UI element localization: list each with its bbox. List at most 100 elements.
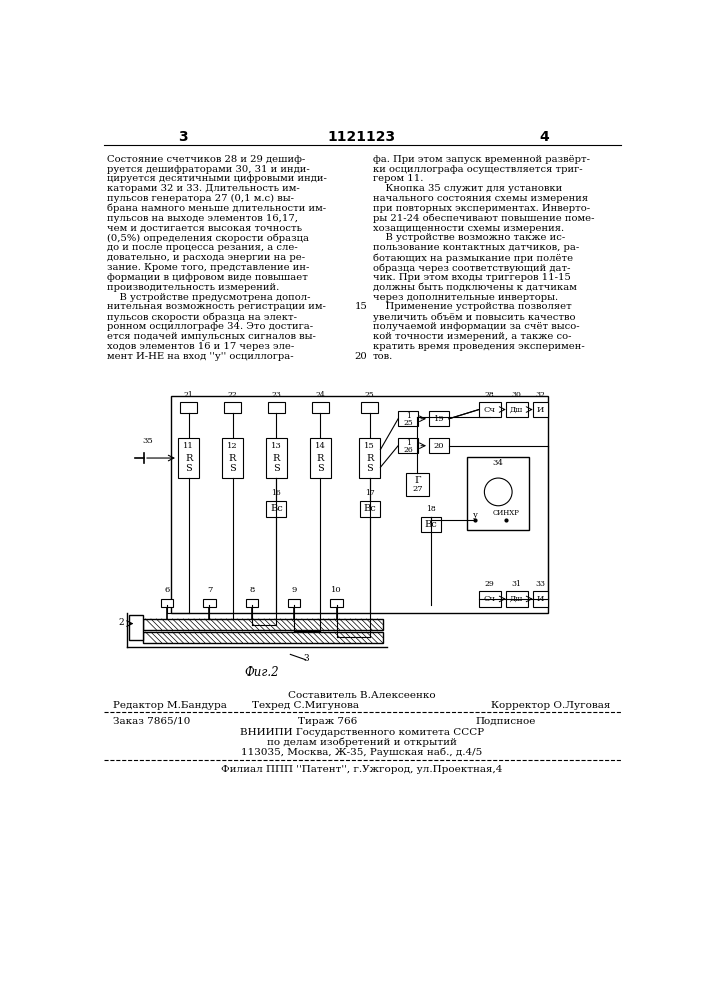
Bar: [310, 438, 331, 478]
Text: Состояние счетчиков 28 и 29 дешиф-: Состояние счетчиков 28 и 29 дешиф-: [107, 155, 305, 164]
Text: 9: 9: [291, 586, 297, 594]
Text: ры 21-24 обеспечивают повышение поме-: ры 21-24 обеспечивают повышение поме-: [373, 214, 594, 223]
Bar: [406, 473, 429, 496]
Bar: [266, 438, 287, 478]
Text: 32: 32: [536, 391, 546, 399]
Text: Применение устройства позволяет: Применение устройства позволяет: [373, 302, 571, 311]
Text: Заказ 7865/10: Заказ 7865/10: [113, 717, 191, 726]
Text: Подписное: Подписное: [475, 717, 535, 726]
Text: при повторных экспериментах. Инверто-: при повторных экспериментах. Инверто-: [373, 204, 590, 213]
Text: Составитель В.Алексеенко: Составитель В.Алексеенко: [288, 691, 436, 700]
Text: 26: 26: [403, 446, 413, 454]
Text: 11: 11: [183, 442, 194, 450]
Text: 29: 29: [485, 580, 495, 588]
Text: 15: 15: [355, 302, 368, 311]
Text: 4: 4: [539, 130, 549, 144]
Text: зание. Кроме того, представление ин-: зание. Кроме того, представление ин-: [107, 263, 310, 272]
Bar: [288, 599, 300, 607]
Text: должны быть подключены к датчикам: должны быть подключены к датчикам: [373, 283, 577, 292]
Text: руется дешифраторами 30, 31 и инди-: руется дешифраторами 30, 31 и инди-: [107, 165, 310, 174]
Text: брана намного меньше длительности им-: брана намного меньше длительности им-: [107, 204, 326, 213]
Bar: [361, 402, 378, 413]
Text: 22: 22: [228, 391, 238, 399]
Text: нительная возможность регистрации им-: нительная возможность регистрации им-: [107, 302, 326, 311]
Text: СИНХР: СИНХР: [493, 509, 520, 517]
Text: Редактор М.Бандура: Редактор М.Бандура: [113, 701, 227, 710]
Bar: [161, 599, 173, 607]
Text: образца через соответствующий дат-: образца через соответствующий дат-: [373, 263, 571, 273]
Text: 6: 6: [165, 586, 170, 594]
Text: мент И-НЕ на вход ''у'' осциллогра-: мент И-НЕ на вход ''у'' осциллогра-: [107, 352, 293, 361]
Text: Сч: Сч: [484, 595, 496, 603]
Text: гером 11.: гером 11.: [373, 174, 423, 183]
Text: кой точности измерений, а также со-: кой точности измерений, а также со-: [373, 332, 571, 341]
Text: Корректор О.Луговая: Корректор О.Луговая: [491, 701, 610, 710]
Bar: [178, 438, 199, 478]
Text: 35: 35: [143, 437, 153, 445]
Bar: [246, 599, 258, 607]
Text: 28: 28: [485, 391, 495, 399]
Bar: [143, 632, 382, 643]
Text: В устройстве возможно также ис-: В устройстве возможно также ис-: [373, 233, 565, 242]
Text: ВНИИПИ Государственного комитета СССР: ВНИИПИ Государственного комитета СССР: [240, 728, 484, 737]
Bar: [533, 402, 549, 417]
Text: кратить время проведения эксперимен-: кратить время проведения эксперимен-: [373, 342, 585, 351]
Bar: [204, 599, 216, 607]
Text: Кнопка 35 служит для установки: Кнопка 35 служит для установки: [373, 184, 562, 193]
Bar: [312, 402, 329, 413]
Text: начального состояния схемы измерения: начального состояния схемы измерения: [373, 194, 588, 203]
Text: Фиг.2: Фиг.2: [244, 666, 279, 679]
Text: цируется десятичными цифровыми инди-: цируется десятичными цифровыми инди-: [107, 174, 327, 183]
Text: ронном осциллографе 34. Это достига-: ронном осциллографе 34. Это достига-: [107, 322, 313, 331]
Text: довательно, и расхода энергии на ре-: довательно, и расхода энергии на ре-: [107, 253, 305, 262]
Text: пульсов генератора 27 (0,1 м.с) вы-: пульсов генератора 27 (0,1 м.с) вы-: [107, 194, 294, 203]
Bar: [267, 501, 286, 517]
Text: S: S: [229, 464, 236, 473]
Text: 10: 10: [332, 586, 342, 594]
Text: R: R: [273, 454, 280, 463]
Text: 1: 1: [406, 439, 411, 447]
Bar: [171, 396, 549, 613]
Text: S: S: [317, 464, 324, 473]
Text: 1121123: 1121123: [328, 130, 396, 144]
Text: 3: 3: [177, 130, 187, 144]
Text: (0,5%) определения скорости образца: (0,5%) определения скорости образца: [107, 233, 309, 243]
Bar: [360, 501, 380, 517]
Text: пульсов на выходе элементов 16,17,: пульсов на выходе элементов 16,17,: [107, 214, 298, 223]
Bar: [533, 591, 549, 607]
Text: 8: 8: [249, 586, 255, 594]
Text: Bc: Bc: [425, 520, 438, 529]
Bar: [268, 402, 285, 413]
Text: Bc: Bc: [270, 504, 283, 513]
Bar: [479, 591, 501, 607]
Text: 20: 20: [355, 352, 368, 361]
Text: R: R: [229, 454, 236, 463]
Text: чем и достигается высокая точность: чем и достигается высокая точность: [107, 224, 302, 233]
Text: 113035, Москва, Ж-35, Раушская наб., д.4/5: 113035, Москва, Ж-35, Раушская наб., д.4…: [241, 747, 483, 757]
Text: 20: 20: [433, 442, 444, 450]
Bar: [467, 457, 529, 530]
Text: 17: 17: [365, 489, 375, 497]
Text: по делам изобретений и открытий: по делам изобретений и открытий: [267, 737, 457, 747]
Text: до и после процесса резания, а сле-: до и после процесса резания, а сле-: [107, 243, 298, 252]
Text: через дополнительные инверторы.: через дополнительные инверторы.: [373, 293, 558, 302]
Text: 27: 27: [412, 485, 423, 493]
Bar: [506, 591, 527, 607]
Text: И: И: [537, 595, 544, 603]
Text: формации в цифровом виде повышает: формации в цифровом виде повышает: [107, 273, 308, 282]
Bar: [421, 517, 441, 532]
Text: тов.: тов.: [373, 352, 393, 361]
Bar: [224, 402, 241, 413]
Text: 31: 31: [512, 580, 522, 588]
Text: Тираж 766: Тираж 766: [298, 717, 357, 726]
Text: ется подачей импульсных сигналов вы-: ется подачей импульсных сигналов вы-: [107, 332, 316, 341]
Text: у: у: [473, 511, 478, 519]
Text: 3: 3: [303, 654, 308, 663]
Text: 21: 21: [184, 391, 194, 399]
Text: Дш: Дш: [510, 406, 523, 414]
Text: 14: 14: [315, 442, 326, 450]
Text: 25: 25: [403, 419, 413, 427]
Text: 12: 12: [227, 442, 238, 450]
Text: ходов элементов 16 и 17 через эле-: ходов элементов 16 и 17 через эле-: [107, 342, 294, 351]
Text: 15: 15: [364, 442, 375, 450]
